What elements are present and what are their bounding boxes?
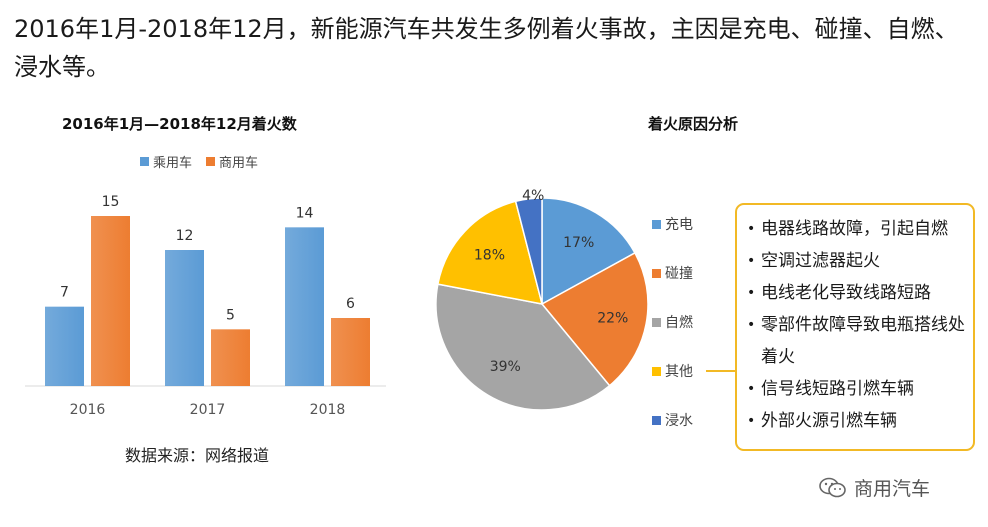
pie-legend-swatch-flooding [652,415,661,425]
legend-item-commercial: 商用车 [206,152,258,171]
bar-value-label: 7 [60,285,69,301]
cause-item: • 零部件故障导致电瓶搭线处着火 [747,309,965,373]
legend-label-commercial: 商用车 [219,156,259,171]
pie-legend-item-charging: 充电 [652,214,693,234]
bullet-icon: • [747,221,756,237]
bar-2018-commercial [331,318,370,386]
bullet-icon: • [747,285,756,301]
pie-legend-label-flooding: 浸水 [665,413,693,429]
pie-legend-label-self-ignition: 自燃 [665,315,693,331]
watermark-text: 商用汽车 [854,478,931,500]
legend-swatch-commercial [206,157,216,166]
cause-item: • 电器线路故障，引起自燃 [747,213,965,245]
pie-legend-swatch-charging [652,219,661,229]
pie-value-label: 4% [522,188,544,204]
cause-item: • 电线老化导致线路短路 [747,277,965,309]
pie-slice-other [436,200,544,305]
pie-value-label: 39% [490,359,521,375]
legend-label-passenger: 乘用车 [153,156,193,171]
headline: 2016年1月-2018年12月，新能源汽车共发生多例着火事故，主因是充电、碰撞… [14,15,959,81]
pie-slice-self-ignition [435,283,611,411]
pie-value-label: 18% [474,248,505,264]
cause-item: • 外部火源引燃车辆 [747,405,965,437]
bar-value-label: 12 [176,228,194,244]
pie-legend-swatch-self-ignition [652,317,661,327]
pie-value-label: 17% [563,235,594,251]
bar-value-label: 15 [102,194,120,210]
bar-chart-title: 2016年1月—2018年12月着火数 [62,115,297,133]
x-tick-label: 2016 [70,402,106,418]
cause-list: • 电器线路故障，引起自燃 • 空调过滤器起火 • 电线老化导致线路短路 • 零部件故障… [747,213,965,437]
callout-connector [706,370,736,372]
pie-slice-charging [541,197,636,306]
cause-item-text: 空调过滤器起火 [761,251,880,271]
x-tick-label: 2018 [310,402,346,418]
bullet-icon: • [747,317,756,333]
legend-item-passenger: 乘用车 [140,152,192,171]
bullet-icon: • [747,253,756,269]
bullet-icon: • [747,413,756,429]
bar-2016-commercial [91,216,130,386]
cause-item: • 空调过滤器起火 [747,245,965,277]
cause-callout-box: • 电器线路故障，引起自燃 • 空调过滤器起火 • 电线老化导致线路短路 • 零部件故障… [735,203,975,451]
bar-value-label: 5 [226,307,235,323]
pie-legend-item-flooding: 浸水 [652,410,693,430]
bar-value-label: 14 [296,205,314,221]
pie-slice-flooding [514,197,543,305]
pie-legend-label-charging: 充电 [665,217,693,233]
pie-legend-item-other: 其他 [652,361,693,381]
bullet-icon: • [747,381,756,397]
bar-2018-passenger [285,227,324,386]
x-tick-label: 2017 [190,402,226,418]
pie-slice-collision [540,251,649,387]
pie-legend-swatch-other [652,366,661,376]
cause-item: • 信号线短路引燃车辆 [747,373,965,405]
pie-value-label: 22% [597,311,628,327]
bar-chart: 7 15 2016 12 5 2017 14 6 2018 [25,194,386,418]
wechat-icon [819,477,846,497]
cause-item-text: 电线老化导致线路短路 [761,283,931,303]
pie-legend-item-self-ignition: 自燃 [652,312,693,332]
bar-2016-passenger [45,306,84,386]
cause-item-text: 外部火源引燃车辆 [761,411,897,431]
legend-swatch-passenger [140,157,149,166]
pie-legend-swatch-collision [652,268,661,278]
bar-2017-commercial [211,329,250,386]
source-note: 数据来源：网络报道 [125,446,270,465]
pie-legend-label-collision: 碰撞 [665,266,693,282]
bar-legend: 乘用车 商用车 [140,152,272,171]
cause-item-text: 信号线短路引燃车辆 [761,379,914,399]
pie-chart: 17% 22% 39% 18% 4% [435,188,649,411]
pie-chart-title: 着火原因分析 [648,115,739,133]
cause-item-text: 电器线路故障，引起自燃 [761,219,948,239]
bar-2017-passenger [165,250,204,386]
pie-legend-label-other: 其他 [665,364,693,380]
bar-value-label: 6 [346,296,355,312]
pie-legend-item-collision: 碰撞 [652,263,693,283]
watermark: 商用汽车 [818,474,930,501]
cause-item-text: 零部件故障导致电瓶搭线处着火 [761,315,965,367]
